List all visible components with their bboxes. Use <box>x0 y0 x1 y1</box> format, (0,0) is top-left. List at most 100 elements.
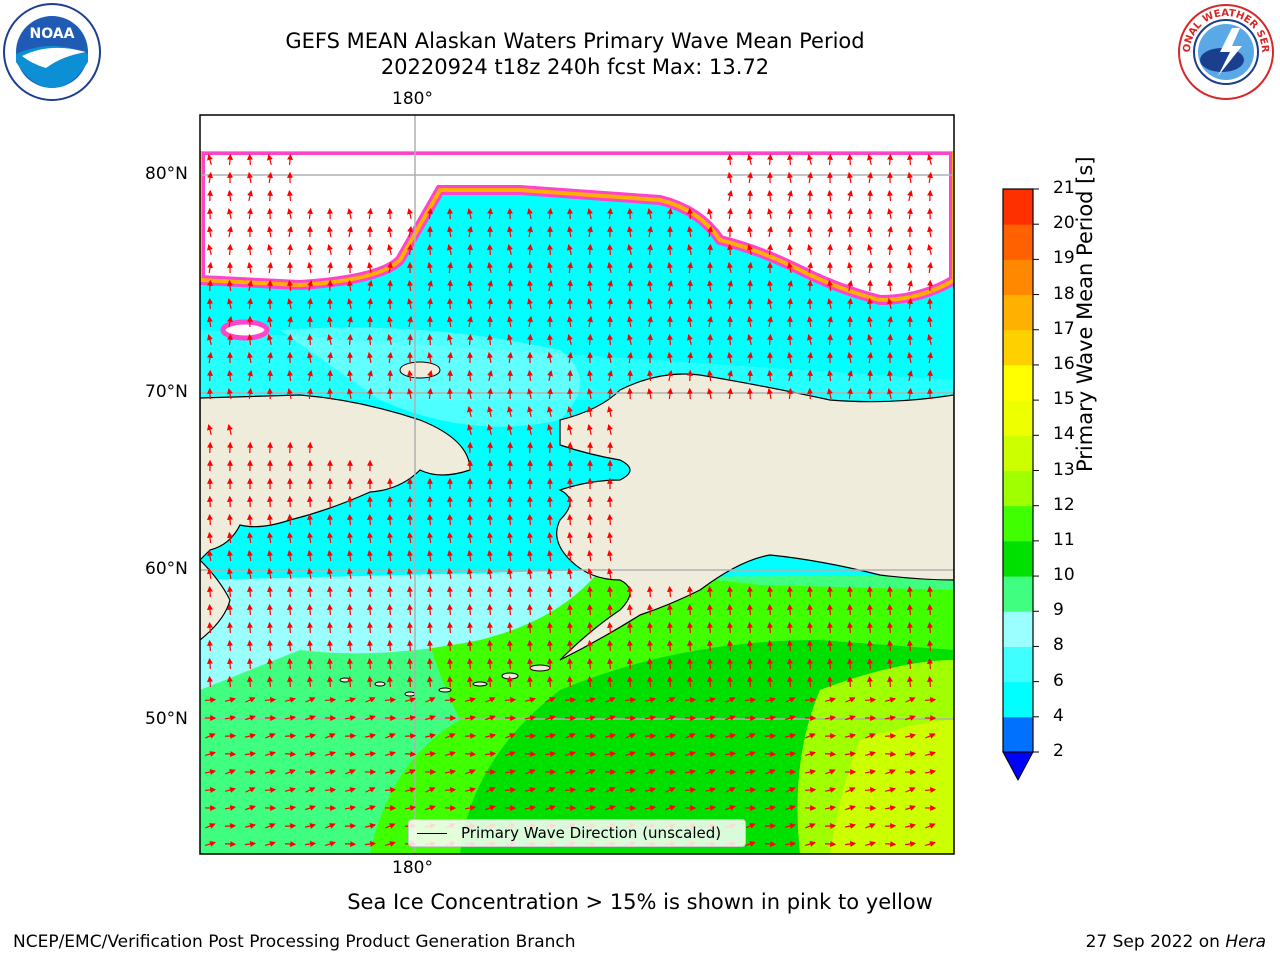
colorbar-segment <box>1003 259 1033 296</box>
wave-arrow <box>207 225 213 238</box>
wave-arrow <box>726 603 733 616</box>
wave-arrow <box>826 369 833 382</box>
wave-arrow <box>587 225 593 238</box>
wave-arrow <box>206 531 213 544</box>
wave-arrow <box>586 531 593 544</box>
wave-arrow <box>567 261 573 274</box>
wave-arrow <box>845 715 856 721</box>
wave-arrow <box>207 315 213 328</box>
wave-arrow <box>706 585 713 598</box>
wave-arrow <box>306 531 313 544</box>
wave-arrow <box>487 351 493 364</box>
wave-arrow <box>626 387 633 400</box>
wave-arrow <box>786 621 793 634</box>
wave-arrow <box>426 657 433 670</box>
wave-arrow <box>566 531 573 544</box>
wave-arrow <box>586 639 593 652</box>
wave-arrow <box>224 751 237 758</box>
wave-arrow <box>287 315 293 328</box>
wave-arrow <box>207 261 213 274</box>
wave-arrow <box>827 153 834 166</box>
wave-arrow <box>927 244 933 255</box>
wave-arrow <box>287 441 294 454</box>
wave-arrow <box>325 733 336 739</box>
wave-arrow <box>886 279 893 292</box>
wave-arrow <box>225 769 236 775</box>
wave-arrow <box>247 369 253 382</box>
footer-left: NCEP/EMC/Verification Post Processing Pr… <box>13 932 576 952</box>
wave-arrow <box>526 585 533 598</box>
wave-arrow <box>526 675 533 688</box>
wave-arrow <box>626 621 633 634</box>
wave-arrow <box>826 639 833 652</box>
wave-arrow <box>447 549 453 562</box>
wave-arrow <box>784 733 797 739</box>
wave-arrow <box>567 567 573 580</box>
wave-arrow <box>344 751 357 758</box>
wave-arrow <box>786 639 793 652</box>
wave-arrow <box>506 387 513 400</box>
wave-arrow <box>805 733 816 739</box>
wave-arrow <box>866 675 873 688</box>
wave-arrow <box>304 750 317 757</box>
wave-arrow <box>746 657 753 670</box>
wave-arrow <box>686 387 693 400</box>
wave-arrow <box>207 369 214 382</box>
wave-arrow <box>767 387 773 400</box>
wave-arrow <box>225 697 236 703</box>
wave-arrow <box>466 657 473 670</box>
wave-arrow <box>806 621 813 634</box>
wave-arrow <box>726 333 733 346</box>
wave-arrow <box>227 387 233 400</box>
wave-arrow <box>907 351 913 364</box>
wave-arrow <box>566 495 573 508</box>
wave-arrow <box>366 603 373 616</box>
wave-arrow <box>546 585 553 598</box>
wave-arrow <box>506 513 513 526</box>
wave-arrow <box>586 585 593 598</box>
colorbar-tick-label: 15 <box>1053 389 1075 410</box>
wave-arrow <box>547 424 553 435</box>
wave-arrow <box>847 369 853 382</box>
wave-arrow <box>227 424 233 435</box>
wave-arrow <box>787 297 794 310</box>
wave-arrow <box>825 769 836 775</box>
wave-arrow <box>767 333 774 346</box>
wave-arrow <box>647 315 653 328</box>
wave-arrow <box>226 675 233 688</box>
wave-arrow <box>305 805 316 811</box>
wave-arrow <box>446 297 453 310</box>
wave-arrow <box>486 603 493 616</box>
wave-arrow <box>607 567 613 580</box>
wave-arrow <box>545 787 556 793</box>
wave-arrow <box>646 279 653 292</box>
wave-arrow <box>206 207 213 220</box>
wave-arrow <box>866 621 873 634</box>
wave-arrow <box>705 697 716 703</box>
noaa-logo: NOAA <box>2 2 102 102</box>
wave-arrow <box>907 279 913 292</box>
wave-arrow <box>346 621 353 634</box>
wave-arrow <box>606 243 613 256</box>
wave-arrow <box>686 621 693 634</box>
wave-arrow <box>206 603 213 616</box>
wave-arrow <box>925 751 936 757</box>
wave-arrow <box>766 585 773 598</box>
wave-arrow <box>727 387 734 400</box>
wave-arrow <box>586 675 593 688</box>
wave-arrow <box>446 603 453 616</box>
wave-arrow <box>404 805 417 811</box>
wave-arrow <box>486 657 493 670</box>
wave-arrow <box>447 244 453 255</box>
wave-arrow <box>427 297 434 310</box>
wave-arrow <box>266 675 273 688</box>
wave-arrow <box>767 315 773 328</box>
wave-arrow <box>927 261 933 274</box>
wave-arrow <box>587 207 593 220</box>
wave-arrow <box>267 351 273 364</box>
wave-arrow <box>625 751 636 757</box>
wave-arrow <box>604 750 617 757</box>
wave-arrow <box>727 261 733 274</box>
wave-arrow <box>707 225 713 238</box>
wave-arrow <box>906 333 913 346</box>
